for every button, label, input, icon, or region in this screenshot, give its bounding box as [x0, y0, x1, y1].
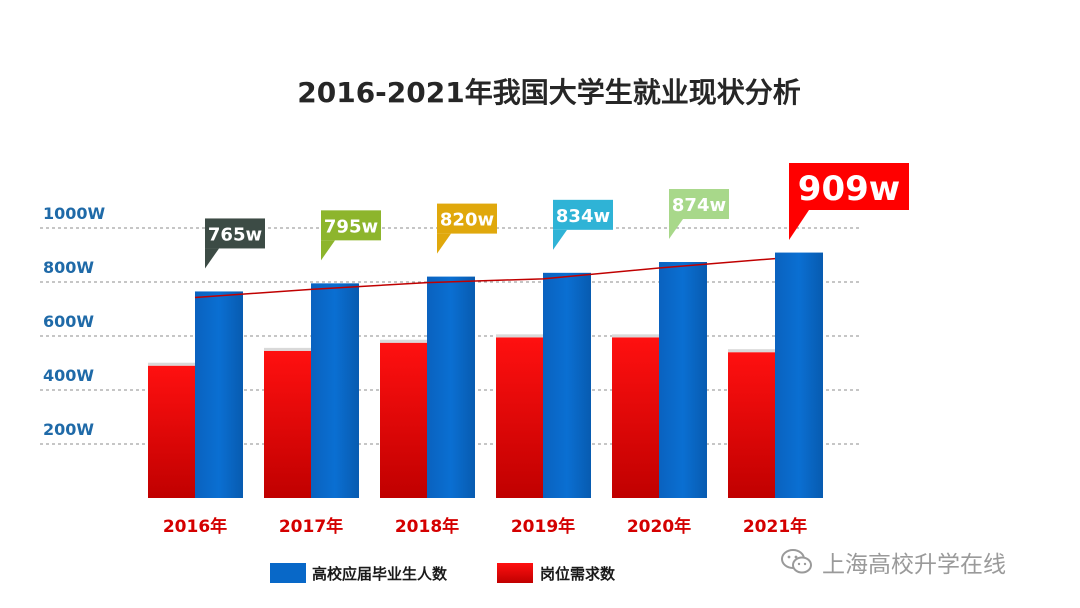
trend-line: [194, 257, 776, 299]
data-label: 834w: [556, 206, 610, 227]
bar-demand: [728, 352, 775, 498]
bar-graduates: [195, 291, 243, 498]
chart-title: 2016-2021年我国大学生就业现状分析: [297, 76, 800, 109]
watermark: 上海高校升学在线: [780, 545, 1006, 579]
x-axis-ticks: 2016年 2017年 2018年 2019年 2020年 2021年: [163, 516, 807, 537]
bar-demand-cap: [612, 334, 659, 338]
y-tick-label: 400W: [43, 366, 94, 385]
y-tick-label: 800W: [43, 258, 94, 277]
bar-demand-cap: [496, 334, 543, 338]
bar-demand: [148, 365, 195, 498]
data-labels: 765w 795w 820w 834w 874w 909w: [205, 163, 909, 269]
data-label-box: [321, 210, 381, 241]
data-label: 909w: [798, 169, 900, 209]
x-tick-label: 2018年: [395, 516, 459, 537]
bar-demand-cap: [148, 362, 195, 366]
bar-graduates: [427, 276, 475, 498]
bar-graduates: [543, 272, 591, 498]
bar-graduates: [659, 262, 707, 498]
bar-demand: [496, 337, 543, 498]
series-graduates: [195, 252, 823, 498]
legend-label-graduates: 高校应届毕业生人数: [312, 565, 448, 583]
data-label-pointer: [321, 240, 335, 261]
bar-demand: [612, 337, 659, 498]
bar-demand: [380, 342, 427, 498]
legend: 高校应届毕业生人数 岗位需求数: [270, 563, 616, 583]
y-tick-label: 600W: [43, 312, 94, 331]
data-label-pointer: [669, 219, 683, 240]
bar-demand-cap: [380, 339, 427, 343]
watermark-text: 上海高校升学在线: [822, 552, 1006, 578]
data-label-pointer: [553, 229, 567, 250]
x-tick-label: 2016年: [163, 516, 227, 537]
series-demand: [148, 334, 775, 498]
x-tick-label: 2020年: [627, 516, 691, 537]
trend-polyline: [194, 257, 776, 299]
y-tick-label: 200W: [43, 420, 94, 439]
legend-swatch-graduates: [270, 563, 306, 583]
legend-label-demand: 岗位需求数: [540, 565, 616, 583]
bar-demand: [264, 350, 311, 498]
data-label-box: [669, 189, 729, 220]
data-label-pointer: [205, 248, 219, 269]
y-axis-ticks: 200W 400W 600W 800W 1000W: [43, 204, 106, 439]
bar-demand-cap: [728, 349, 775, 353]
wechat-icon: [781, 549, 812, 574]
data-label: 820w: [440, 210, 494, 231]
data-label: 795w: [324, 216, 378, 237]
data-label-box: [437, 203, 497, 234]
data-label-pointer: [789, 210, 809, 240]
x-tick-label: 2017年: [279, 516, 343, 537]
data-label: 874w: [672, 195, 726, 216]
bar-demand-cap: [264, 347, 311, 351]
data-label-box: [789, 163, 909, 210]
legend-swatch-demand: [497, 563, 533, 583]
data-label-box: [553, 199, 613, 230]
data-label: 765w: [208, 224, 262, 245]
data-label-pointer: [437, 233, 451, 254]
data-label-box: [205, 218, 265, 249]
bar-graduates: [775, 252, 823, 498]
bar-graduates: [311, 283, 359, 498]
y-tick-label: 1000W: [43, 204, 106, 223]
x-tick-label: 2019年: [511, 516, 575, 537]
x-tick-label: 2021年: [743, 516, 807, 537]
